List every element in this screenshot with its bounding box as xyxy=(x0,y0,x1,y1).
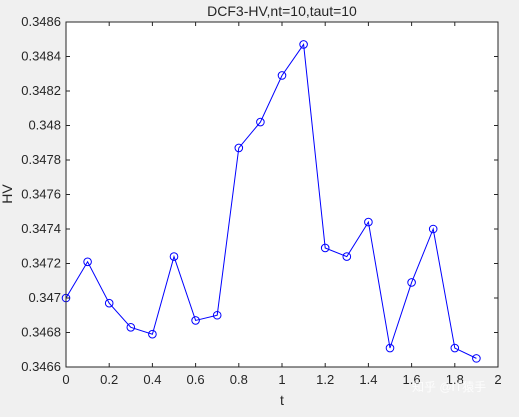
y-axis: 0.3466 0.3468 0.347 0.3472 0.3474 0.3476 0.347… xyxy=(21,14,498,374)
y-tick-label: 0.3468 xyxy=(21,325,61,340)
x-tick-label: 2 xyxy=(494,372,501,387)
data-point xyxy=(342,252,352,261)
plot-content xyxy=(61,40,481,363)
data-point xyxy=(320,243,330,253)
x-tick-label: 1.2 xyxy=(316,372,334,387)
x-tick-label: 1.6 xyxy=(403,372,421,387)
y-tick-label: 0.3482 xyxy=(21,83,61,98)
chart-title: DCF3-HV,nt=10,taut=10 xyxy=(207,3,357,19)
plot-area xyxy=(66,22,498,367)
data-point xyxy=(148,329,157,339)
data-point xyxy=(385,343,395,353)
data-point xyxy=(104,298,114,308)
x-tick-label: 0.6 xyxy=(187,372,205,387)
data-point xyxy=(364,217,373,227)
y-axis-label: HV xyxy=(0,184,15,204)
y-tick-label: 0.3476 xyxy=(21,187,61,202)
data-point xyxy=(472,354,481,363)
x-tick-label: 1 xyxy=(278,372,285,387)
x-tick-label: 0.4 xyxy=(143,372,161,387)
data-point xyxy=(83,257,92,267)
y-tick-label: 0.3472 xyxy=(21,256,61,271)
data-point xyxy=(256,117,265,127)
x-tick-label: 1.4 xyxy=(359,372,377,387)
data-point xyxy=(234,143,244,153)
x-axis: 0 0.2 0.4 0.6 0.8 1 1.2 1.4 1.6 1.8 2 xyxy=(62,22,502,387)
watermark-text: 知乎 @IT猿手 xyxy=(412,379,486,394)
y-tick-label: 0.3474 xyxy=(21,221,61,236)
x-tick-label: 0.2 xyxy=(100,372,118,387)
data-point xyxy=(169,252,179,261)
data-point xyxy=(212,310,222,320)
x-axis-label: t xyxy=(280,392,284,408)
x-tick-label: 0 xyxy=(62,372,69,387)
data-point xyxy=(428,224,438,234)
y-tick-label: 0.3466 xyxy=(21,359,61,374)
data-point xyxy=(450,343,460,353)
x-tick-label: 0.8 xyxy=(230,372,248,387)
y-tick-label: 0.347 xyxy=(28,290,61,305)
y-tick-label: 0.3486 xyxy=(21,14,61,29)
y-tick-label: 0.3484 xyxy=(21,49,61,64)
data-point xyxy=(277,71,287,80)
data-point xyxy=(407,278,416,287)
data-point xyxy=(126,323,136,332)
data-point xyxy=(191,316,200,325)
data-point xyxy=(299,40,308,49)
x-tick-label: 1.8 xyxy=(446,372,464,387)
y-tick-label: 0.348 xyxy=(28,118,61,133)
y-tick-label: 0.3478 xyxy=(21,152,61,167)
